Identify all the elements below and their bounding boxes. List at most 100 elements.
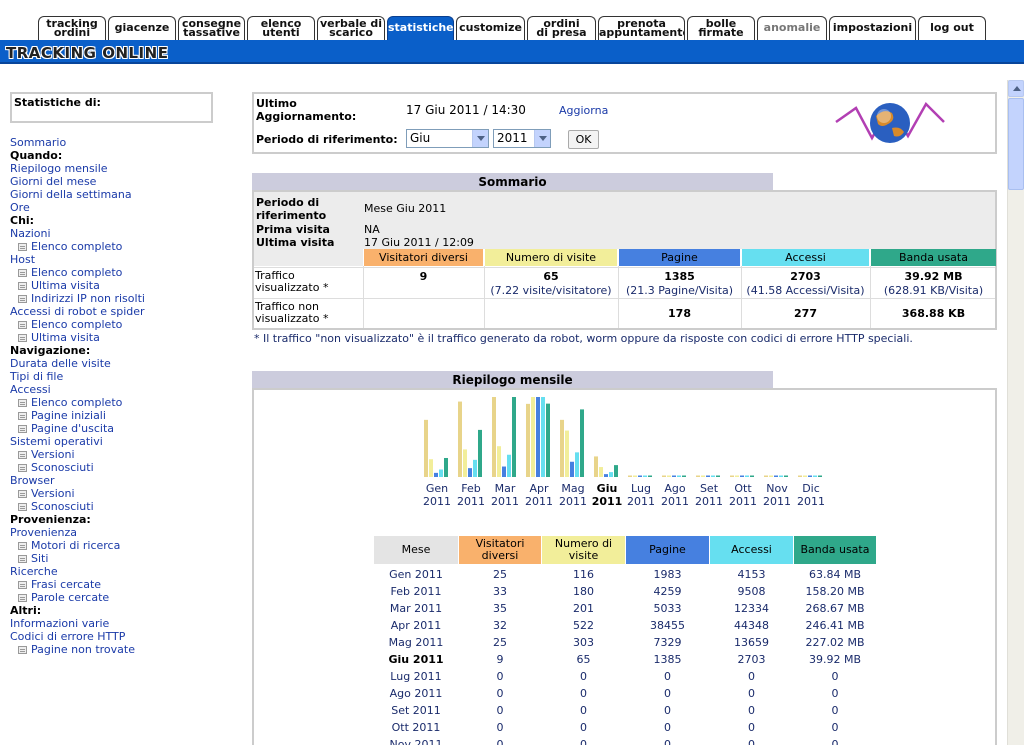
riepilogo-header: Riepilogo mensile [252, 371, 773, 389]
tab-ordini-di-presa[interactable]: ordini di presa [527, 16, 596, 40]
hidden-value: 277 [794, 307, 817, 320]
tab-consegne-tassative[interactable]: consegne tassative [178, 16, 245, 40]
hidden-value: 178 [668, 307, 691, 320]
ok-button[interactable]: OK [568, 130, 599, 149]
cell-visite: 0 [580, 687, 587, 700]
column-divider [484, 266, 485, 328]
col-header-banda-usata: Banda usata [794, 536, 876, 564]
menu-item-informazioni-varie[interactable]: Informazioni varie [10, 617, 240, 630]
menu-item-ore[interactable]: Ore [10, 201, 240, 214]
bar-lug-numero-di-visite [633, 475, 637, 477]
first-visit-label: Prima visita [256, 223, 330, 236]
bar-dic-visitatori-diversi [798, 475, 802, 477]
cell-banda: 246.41 MB [805, 619, 865, 632]
menu-item-label: Tipi di file [10, 370, 64, 383]
scroll-up-icon[interactable] [1008, 80, 1024, 97]
cell-mese: Lug 2011 [390, 670, 442, 683]
menu-item-indirizzi-ip-non-risolti[interactable]: Indirizzi IP non risolti [10, 292, 240, 305]
traffic-hidden-label: Traffico non visualizzato * [255, 300, 329, 325]
menu-item-pagine-d-uscita[interactable]: Pagine d'uscita [10, 422, 240, 435]
tab-statistiche[interactable]: statistiche [387, 16, 454, 40]
x-tick-label: Feb [461, 482, 480, 495]
cell-accessi: 2703 [737, 653, 766, 666]
menu-item-elenco-completo[interactable]: Elenco completo [10, 240, 240, 253]
x-tick-label: Lug [631, 482, 651, 495]
menu-item-riepilogo-mensile[interactable]: Riepilogo mensile [10, 162, 240, 175]
menu-heading-quando: Quando: [10, 149, 240, 162]
bar-set-visitatori-diversi [696, 475, 700, 477]
menu-item-siti[interactable]: Siti [10, 552, 240, 565]
cell-banda: 268.67 MB [805, 602, 865, 615]
page-scrollbar[interactable] [1007, 80, 1024, 745]
cell-pagine: 0 [664, 670, 671, 683]
refresh-link[interactable]: Aggiorna [559, 104, 609, 117]
menu-item-accessi-di-robot-e-spider[interactable]: Accessi di robot e spider [10, 305, 240, 318]
tab-label: customize [459, 21, 522, 34]
tab-verbale-di-scarico[interactable]: verbale di scarico [317, 16, 385, 40]
tab-bolle-firmate[interactable]: bolle firmate [687, 16, 755, 40]
menu-item-pagine-iniziali[interactable]: Pagine iniziali [10, 409, 240, 422]
bar-nov-banda-usata-mb [784, 475, 788, 477]
menu-item-browser[interactable]: Browser [10, 474, 240, 487]
menu-item-label: Frasi cercate [31, 578, 102, 591]
bar-ago-accessi [677, 475, 681, 477]
menu-item-provenienza[interactable]: Provenienza [10, 526, 240, 539]
menu-item-sommario[interactable]: Sommario [10, 136, 240, 149]
bar-lug-banda-usata-mb [648, 475, 652, 477]
x-tick-year: 2011 [592, 495, 623, 508]
menu-item-sconosciuti[interactable]: Sconosciuti [10, 500, 240, 513]
visible-ratio: (41.58 Accessi/Visita) [746, 284, 865, 297]
menu-item-elenco-completo[interactable]: Elenco completo [10, 318, 240, 331]
tab-customize[interactable]: customize [456, 16, 525, 40]
menu-item-versioni[interactable]: Versioni [10, 448, 240, 461]
menu-item-frasi-cercate[interactable]: Frasi cercate [10, 578, 240, 591]
menu-item-ricerche[interactable]: Ricerche [10, 565, 240, 578]
tab-prenota-appuntamento[interactable]: prenota appuntamento [598, 16, 685, 40]
menu-item-parole-cercate[interactable]: Parole cercate [10, 591, 240, 604]
menu-item-label: Pagine non trovate [31, 643, 135, 656]
header-bar: TRACKING ONLINE [0, 40, 1024, 64]
menu-item-tipi-di-file[interactable]: Tipi di file [10, 370, 240, 383]
menu-item-accessi[interactable]: Accessi [10, 383, 240, 396]
menu-item-elenco-completo[interactable]: Elenco completo [10, 266, 240, 279]
list-icon [18, 425, 27, 433]
tab-giacenze[interactable]: giacenze [108, 16, 176, 40]
menu-item-giorni-della-settimana[interactable]: Giorni della settimana [10, 188, 240, 201]
menu-item-giorni-del-mese[interactable]: Giorni del mese [10, 175, 240, 188]
x-tick-year: 2011 [763, 495, 791, 508]
menu-item-ultima-visita[interactable]: Ultima visita [10, 331, 240, 344]
month-dropdown-icon [472, 130, 488, 147]
month-select[interactable]: Giu [406, 129, 489, 148]
bar-giu-banda-usata-mb [614, 465, 618, 477]
tab-tracking-ordini[interactable]: tracking ordini [38, 16, 106, 40]
menu-item-host[interactable]: Host [10, 253, 240, 266]
bar-feb-numero-di-visite [463, 449, 467, 477]
year-select[interactable]: 2011 [493, 129, 551, 148]
menu-item-versioni[interactable]: Versioni [10, 487, 240, 500]
menu-item-motori-di-ricerca[interactable]: Motori di ricerca [10, 539, 240, 552]
col-header-pagine: Pagine [619, 249, 740, 266]
x-tick-label: Dic [802, 482, 820, 495]
bar-mar-accessi [507, 454, 511, 477]
sommario-info-bg [254, 192, 995, 249]
menu-item-ultima-visita[interactable]: Ultima visita [10, 279, 240, 292]
menu-item-sconosciuti[interactable]: Sconosciuti [10, 461, 240, 474]
menu-item-label: Ore [10, 201, 30, 214]
x-tick-year: 2011 [695, 495, 723, 508]
menu-item-pagine-non-trovate[interactable]: Pagine non trovate [10, 643, 240, 656]
x-tick-label: Nov [766, 482, 788, 495]
menu-heading-provenienza: Provenienza: [10, 513, 240, 526]
scroll-thumb[interactable] [1008, 98, 1024, 190]
tab-anomalie[interactable]: anomalie [757, 16, 827, 40]
menu-item-sistemi-operativi[interactable]: Sistemi operativi [10, 435, 240, 448]
bar-giu-pagine [604, 474, 608, 477]
menu-item-durata-delle-visite[interactable]: Durata delle visite [10, 357, 240, 370]
bar-mag-numero-di-visite [565, 430, 569, 477]
menu-item-codici-di-errore-http[interactable]: Codici di errore HTTP [10, 630, 240, 643]
tab-elenco-utenti[interactable]: elenco utenti [247, 16, 315, 40]
cell-pagine: 0 [664, 738, 671, 745]
menu-item-nazioni[interactable]: Nazioni [10, 227, 240, 240]
tab-impostazioni[interactable]: impostazioni [829, 16, 916, 40]
menu-item-elenco-completo[interactable]: Elenco completo [10, 396, 240, 409]
tab-log-out[interactable]: log out [918, 16, 986, 40]
